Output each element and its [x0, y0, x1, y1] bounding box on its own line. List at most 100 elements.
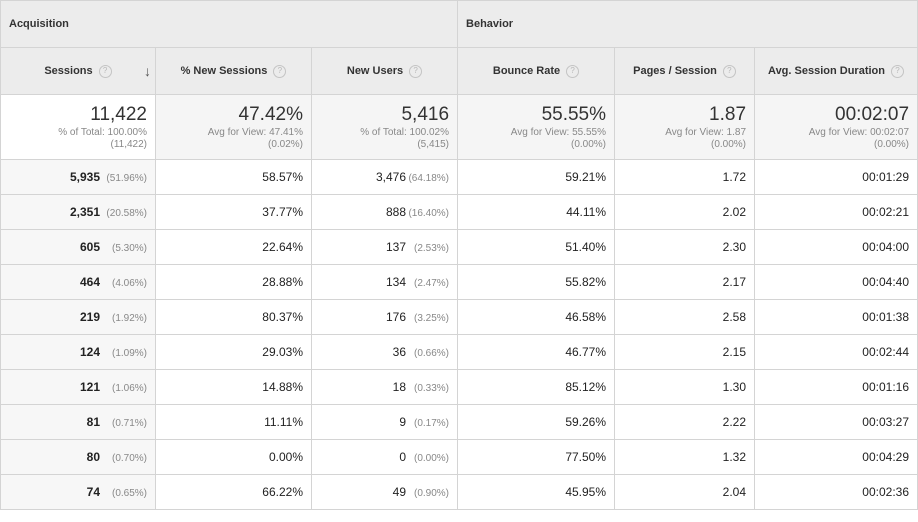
help-icon[interactable]: ? — [273, 64, 287, 78]
total-note: Avg for View: 00:02:07 — [808, 127, 910, 138]
cell-avg-duration: 00:02:44 — [754, 334, 918, 370]
cell-sessions: 81 (0.71%) — [0, 404, 156, 440]
sessions-value: 5,935 — [69, 170, 100, 184]
cell-bounce-rate: 46.77% — [457, 334, 616, 370]
col-bounce-rate[interactable]: Bounce Rate? — [457, 47, 616, 95]
sessions-value: 605 — [79, 240, 100, 254]
cell-sessions: 80 (0.70%) — [0, 439, 156, 475]
cell-bounce-rate: 85.12% — [457, 369, 616, 405]
new-users-percent: (64.18%) — [408, 173, 450, 184]
cell-bounce-rate: 77.50% — [457, 439, 616, 475]
cell-pages-session: 2.02 — [614, 194, 756, 230]
col-new-users[interactable]: New Users? — [310, 47, 459, 95]
cell-pages-session: 2.22 — [614, 404, 756, 440]
totals-row: 11,422 % of Total: 100.00% (11,422) 47.42%… — [0, 94, 918, 160]
new-users-percent: (0.17%) — [414, 418, 450, 429]
new-users-percent: (0.66%) — [414, 348, 450, 359]
cell-pages-session: 1.30 — [614, 369, 756, 405]
total-avg-duration: 00:02:07 Avg for View: 00:02:07 (0.00%) — [754, 94, 918, 160]
sessions-percent: (0.70%) — [111, 453, 147, 464]
total-note: % of Total: 100.00% — [58, 127, 147, 138]
cell-new-sessions: 22.64% — [155, 229, 312, 265]
group-header-row: Acquisition Behavior — [0, 0, 918, 48]
cell-avg-duration: 00:04:29 — [754, 439, 918, 475]
help-icon[interactable]: ? — [409, 64, 423, 78]
total-value: 5,416 — [401, 104, 450, 125]
new-users-value: 134 — [385, 275, 407, 289]
new-users-percent: (3.25%) — [414, 313, 450, 324]
total-sessions: 11,422 % of Total: 100.00% (11,422) — [0, 94, 156, 160]
table-row: 80 (0.70%) 0.00% 0 (0.00%) 77.50% 1.32 00:04:29 — [0, 439, 918, 475]
help-icon[interactable]: ? — [98, 64, 112, 78]
total-value: 55.55% — [541, 104, 607, 125]
cell-new-users: 18 (0.33%) — [310, 369, 459, 405]
cell-sessions: 124 (1.09%) — [0, 334, 156, 370]
cell-avg-duration: 00:02:36 — [754, 474, 918, 510]
total-note: Avg for View: 1.87 — [665, 127, 747, 138]
sessions-percent: (20.58%) — [106, 208, 147, 219]
table-row: 74 (0.65%) 66.22% 49 (0.90%) 45.95% 2.04 00:02:… — [0, 474, 918, 510]
sessions-value: 74 — [86, 485, 100, 499]
cell-avg-duration: 00:04:00 — [754, 229, 918, 265]
sessions-value: 219 — [79, 310, 100, 324]
col-new-sessions[interactable]: % New Sessions? — [155, 47, 312, 95]
table-row: 5,935 (51.96%) 58.57% 3,476 (64.18%) 59.21% 1.… — [0, 159, 918, 195]
cell-sessions: 74 (0.65%) — [0, 474, 156, 510]
sessions-percent: (4.06%) — [111, 278, 147, 289]
help-icon[interactable]: ? — [566, 64, 580, 78]
total-note: (11,422) — [110, 139, 147, 150]
new-users-percent: (0.33%) — [414, 383, 450, 394]
total-value: 1.87 — [709, 104, 747, 125]
cell-avg-duration: 00:04:40 — [754, 264, 918, 300]
total-bounce-rate: 55.55% Avg for View: 55.55% (0.00%) — [457, 94, 616, 160]
sessions-value: 121 — [79, 380, 100, 394]
cell-pages-session: 1.32 — [614, 439, 756, 475]
cell-new-sessions: 80.37% — [155, 299, 312, 335]
total-new-sessions: 47.42% Avg for View: 47.41% (0.02%) — [155, 94, 312, 160]
cell-avg-duration: 00:03:27 — [754, 404, 918, 440]
help-icon[interactable]: ? — [722, 64, 736, 78]
sessions-value: 464 — [79, 275, 100, 289]
table-row: 2,351 (20.58%) 37.77% 888 (16.40%) 44.11% 2.02… — [0, 194, 918, 230]
table-row: 121 (1.06%) 14.88% 18 (0.33%) 85.12% 1.30 00:01… — [0, 369, 918, 405]
new-users-percent: (0.00%) — [414, 453, 450, 464]
cell-sessions: 605 (5.30%) — [0, 229, 156, 265]
new-users-percent: (2.53%) — [414, 243, 450, 254]
cell-new-users: 0 (0.00%) — [310, 439, 459, 475]
col-pages-session[interactable]: Pages / Session? — [614, 47, 756, 95]
sessions-percent: (1.09%) — [111, 348, 147, 359]
table-row: 219 (1.92%) 80.37% 176 (3.25%) 46.58% 2.58 00:0… — [0, 299, 918, 335]
cell-new-sessions: 58.57% — [155, 159, 312, 195]
cell-new-users: 36 (0.66%) — [310, 334, 459, 370]
table-row: 464 (4.06%) 28.88% 134 (2.47%) 55.82% 2.17 00:0… — [0, 264, 918, 300]
total-value: 47.42% — [238, 104, 303, 125]
cell-new-sessions: 28.88% — [155, 264, 312, 300]
cell-new-sessions: 66.22% — [155, 474, 312, 510]
sessions-value: 80 — [86, 450, 100, 464]
group-acquisition: Acquisition — [0, 0, 459, 48]
total-note: Avg for View: 55.55% — [510, 127, 607, 138]
cell-avg-duration: 00:01:38 — [754, 299, 918, 335]
col-new-sessions-label: % New Sessions — [180, 65, 268, 77]
cell-bounce-rate: 59.26% — [457, 404, 616, 440]
col-bounce-rate-label: Bounce Rate — [492, 65, 561, 77]
total-value: 11,422 — [90, 104, 147, 125]
cell-new-users: 3,476 (64.18%) — [310, 159, 459, 195]
sort-arrow-down-icon[interactable]: ↓ — [144, 63, 151, 79]
cell-new-sessions: 0.00% — [155, 439, 312, 475]
cell-sessions: 219 (1.92%) — [0, 299, 156, 335]
col-sessions[interactable]: Sessions? ↓ — [0, 47, 156, 95]
cell-new-users: 9 (0.17%) — [310, 404, 459, 440]
cell-new-users: 137 (2.53%) — [310, 229, 459, 265]
help-icon[interactable]: ? — [890, 64, 904, 78]
col-avg-duration[interactable]: Avg. Session Duration? — [754, 47, 918, 95]
cell-bounce-rate: 51.40% — [457, 229, 616, 265]
cell-bounce-rate: 44.11% — [457, 194, 616, 230]
group-behavior: Behavior — [457, 0, 918, 48]
cell-pages-session: 1.72 — [614, 159, 756, 195]
table-row: 605 (5.30%) 22.64% 137 (2.53%) 51.40% 2.30 00:0… — [0, 229, 918, 265]
analytics-table: Acquisition Behavior Sessions? ↓ % New S… — [0, 0, 918, 510]
new-users-value: 888 — [385, 205, 407, 219]
cell-new-users: 134 (2.47%) — [310, 264, 459, 300]
total-new-users: 5,416 % of Total: 100.02% (5,415) — [310, 94, 459, 160]
